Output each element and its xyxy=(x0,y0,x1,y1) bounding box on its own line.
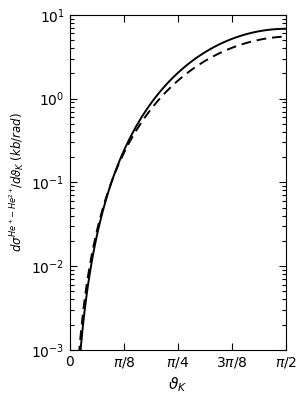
X-axis label: $\vartheta_K$: $\vartheta_K$ xyxy=(168,375,187,394)
Y-axis label: $d\sigma^{He^+\!-He^{2+}}\!/d\vartheta_K\;(kb/rad)$: $d\sigma^{He^+\!-He^{2+}}\!/d\vartheta_K… xyxy=(7,112,26,252)
